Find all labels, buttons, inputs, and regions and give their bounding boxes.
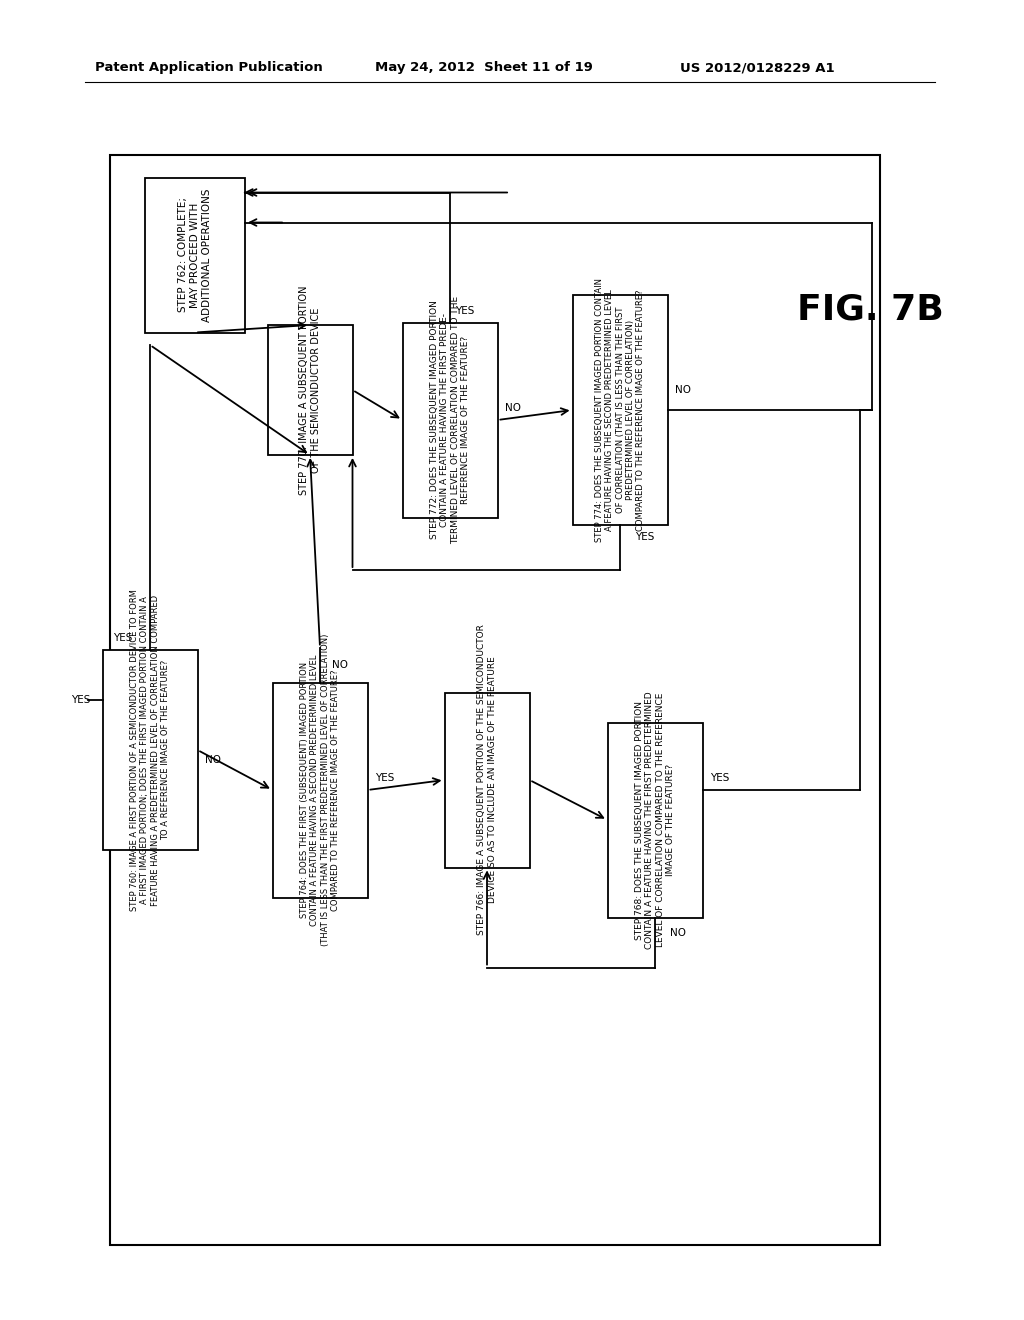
Bar bbox=[607, 722, 702, 917]
Text: STEP 772: DOES THE SUBSEQUENT IMAGED PORTION
CONTAIN A FEATURE HAVING THE FIRST : STEP 772: DOES THE SUBSEQUENT IMAGED POR… bbox=[430, 296, 470, 544]
Text: NO: NO bbox=[206, 755, 221, 766]
Text: STEP 774: DOES THE SUBSEQUENT IMAGED PORTION CONTAIN
A FEATURE HAVING THE SECOND: STEP 774: DOES THE SUBSEQUENT IMAGED POR… bbox=[595, 279, 645, 543]
Bar bbox=[145, 177, 245, 333]
Text: STEP 764: DOES THE FIRST (SUBSEQUENT) IMAGED PORTION
CONTAIN A FEATURE HAVING A : STEP 764: DOES THE FIRST (SUBSEQUENT) IM… bbox=[300, 634, 340, 946]
Text: YES: YES bbox=[635, 532, 654, 543]
Text: STEP 768: DOES THE SUBSEQUENT IMAGED PORTION
CONTAIN A FEATURE HAVING THE FIRST : STEP 768: DOES THE SUBSEQUENT IMAGED POR… bbox=[635, 692, 675, 949]
Bar bbox=[572, 294, 668, 525]
Text: FIG. 7B: FIG. 7B bbox=[797, 293, 943, 327]
Text: YES: YES bbox=[376, 774, 395, 783]
Bar bbox=[102, 649, 198, 850]
Text: NO: NO bbox=[506, 403, 521, 413]
Text: YES: YES bbox=[113, 634, 132, 643]
Text: STEP 762: COMPLETE;
MAY PROCEED WITH
ADDITIONAL OPERATIONS: STEP 762: COMPLETE; MAY PROCEED WITH ADD… bbox=[178, 189, 212, 322]
Text: NO: NO bbox=[676, 385, 691, 395]
Text: Patent Application Publication: Patent Application Publication bbox=[95, 62, 323, 74]
Text: YES: YES bbox=[711, 774, 730, 783]
Bar bbox=[402, 322, 498, 517]
Text: NO: NO bbox=[332, 660, 348, 669]
Bar bbox=[267, 325, 352, 455]
Text: STEP 770: IMAGE A SUBSEQUENT PORTION
OF THE SEMICONDUCTOR DEVICE: STEP 770: IMAGE A SUBSEQUENT PORTION OF … bbox=[299, 285, 321, 495]
Bar bbox=[272, 682, 368, 898]
Bar bbox=[444, 693, 529, 867]
Text: YES: YES bbox=[456, 305, 475, 315]
Text: May 24, 2012  Sheet 11 of 19: May 24, 2012 Sheet 11 of 19 bbox=[375, 62, 593, 74]
Text: STEP 766: IMAGE A SUBSEQUENT PORTION OF THE SEMICONDUCTOR
DEVICE SO AS TO INCLUD: STEP 766: IMAGE A SUBSEQUENT PORTION OF … bbox=[477, 624, 497, 936]
Text: NO: NO bbox=[670, 928, 686, 937]
Text: STEP 760: IMAGE A FIRST PORTION OF A SEMICONDUCTOR DEVICE TO FORM
A FIRST IMAGED: STEP 760: IMAGE A FIRST PORTION OF A SEM… bbox=[130, 589, 170, 911]
Bar bbox=[110, 154, 880, 1245]
Text: US 2012/0128229 A1: US 2012/0128229 A1 bbox=[680, 62, 835, 74]
Text: YES: YES bbox=[71, 696, 90, 705]
